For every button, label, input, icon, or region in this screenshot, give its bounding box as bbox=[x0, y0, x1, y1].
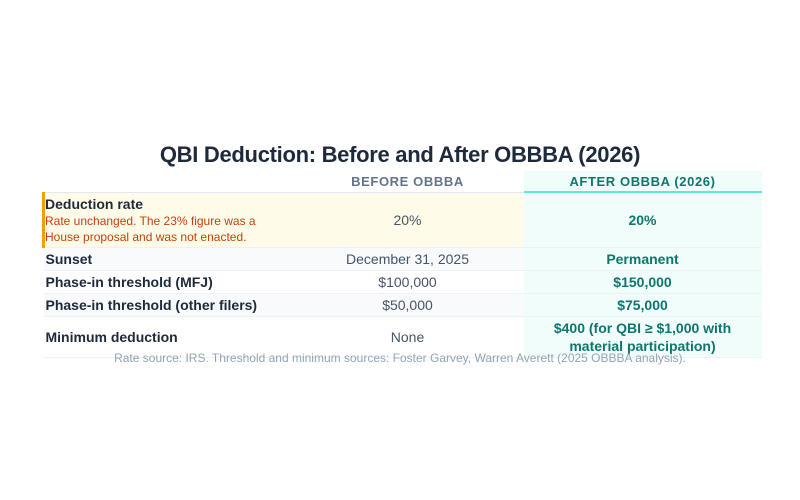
after-value: $75,000 bbox=[523, 293, 762, 317]
row-note: Rate unchanged. The 23% figure was a Hou… bbox=[45, 213, 256, 244]
before-value: $50,000 bbox=[291, 293, 524, 317]
header-cell: BEFORE OBBBA bbox=[291, 171, 524, 193]
table-row: Minimum deduction None $400 (for QBI ≥ $1,… bbox=[43, 316, 762, 358]
label-text: Phase-in threshold (MFJ) bbox=[45, 273, 213, 290]
title: QBI Deduction: Before and After OBBBA (2… bbox=[159, 142, 641, 167]
table-body: Deduction rate Rate unchanged. The 23% fi… bbox=[42, 192, 762, 358]
after-value: Permanent bbox=[523, 247, 762, 271]
header-cell bbox=[43, 171, 292, 193]
row-label: Minimum deduction bbox=[43, 316, 292, 358]
after-value: 20% bbox=[523, 192, 762, 248]
table-row: Phase-in threshold (other filers) $50,000… bbox=[43, 293, 762, 317]
label-text: Deduction rate bbox=[45, 195, 144, 212]
before-value: 20% bbox=[291, 192, 524, 248]
before-value: None bbox=[291, 316, 524, 358]
after-value: $150,000 bbox=[523, 270, 762, 294]
after-value: $400 (for QBI ≥ $1,000 with material par… bbox=[523, 316, 762, 358]
header-cell: AFTER OBBBA (2026) bbox=[523, 171, 762, 193]
before-value: $100,000 bbox=[291, 270, 524, 294]
table-row: Phase-in threshold (MFJ) $100,000 $150,000 bbox=[43, 270, 762, 294]
label-text: Phase-in threshold (other filers) bbox=[45, 296, 258, 313]
row-label: Sunset bbox=[43, 247, 292, 271]
row-label: Phase-in threshold (other filers) bbox=[43, 293, 292, 317]
row-label: Deduction rate Rate unchanged. The 23% fi… bbox=[42, 192, 292, 248]
source-note: Rate source: IRS. Threshold and minimum … bbox=[114, 351, 686, 365]
label-text: Minimum deduction bbox=[45, 328, 178, 345]
table-row: Sunset December 31, 2025 Permanent bbox=[43, 247, 762, 271]
label-text: Sunset bbox=[45, 250, 93, 267]
row-label: Phase-in threshold (MFJ) bbox=[43, 270, 292, 294]
header-row: BEFORE OBBBA AFTER OBBBA (2026) bbox=[43, 171, 762, 193]
comparison-table: BEFORE OBBBA AFTER OBBBA (2026) Deductio… bbox=[42, 171, 762, 358]
before-value: December 31, 2025 bbox=[291, 247, 524, 271]
table-row: Deduction rate Rate unchanged. The 23% fi… bbox=[42, 192, 762, 248]
